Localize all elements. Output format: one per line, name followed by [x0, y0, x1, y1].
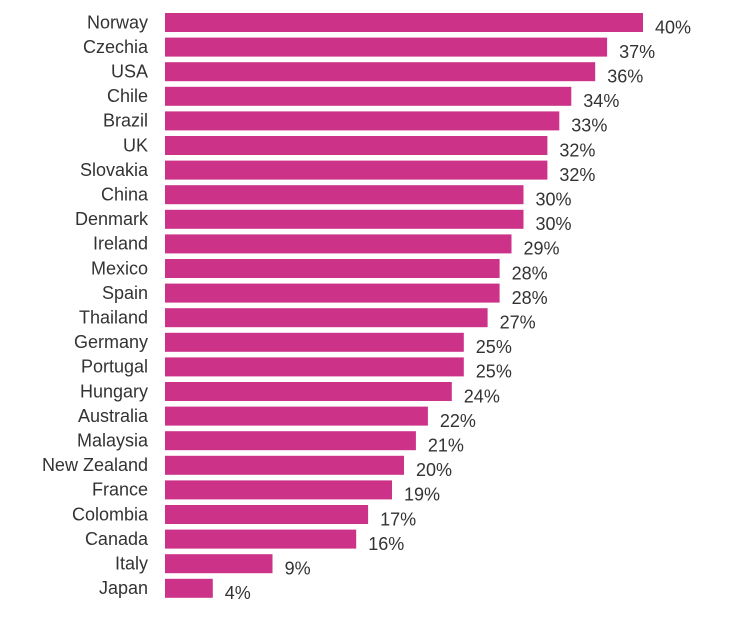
- value-label: 9%: [285, 558, 311, 578]
- bar-norway: [165, 13, 643, 32]
- category-label: Portugal: [81, 357, 148, 377]
- bar-spain: [165, 283, 500, 303]
- value-label: 27%: [500, 312, 536, 332]
- bar-france: [165, 480, 392, 500]
- value-label: 4%: [225, 583, 251, 603]
- value-label: 24%: [464, 386, 500, 406]
- value-label: 32%: [559, 165, 595, 185]
- bar-slovakia: [165, 160, 548, 180]
- category-label: Spain: [102, 283, 148, 303]
- bar-australia: [165, 406, 428, 426]
- category-label: Australia: [78, 406, 149, 426]
- bar-japan: [165, 578, 213, 598]
- bar-usa: [165, 62, 596, 82]
- bar-china: [165, 185, 524, 205]
- category-label: France: [92, 480, 148, 500]
- category-label: Chile: [107, 86, 148, 106]
- category-label: Mexico: [91, 258, 148, 278]
- category-label: USA: [111, 61, 148, 81]
- value-label: 37%: [619, 42, 655, 62]
- bar-canada: [165, 529, 357, 549]
- category-label: UK: [123, 135, 148, 155]
- category-label: Malaysia: [77, 430, 149, 450]
- value-label: 40%: [655, 17, 691, 37]
- category-label: Italy: [115, 553, 148, 573]
- value-label: 25%: [476, 362, 512, 382]
- value-label: 28%: [512, 263, 548, 283]
- value-label: 29%: [524, 239, 560, 259]
- category-label: Norway: [87, 12, 148, 32]
- value-label: 30%: [536, 189, 572, 209]
- bar-mexico: [165, 259, 500, 278]
- value-label: 36%: [607, 66, 643, 86]
- category-label: Germany: [74, 332, 148, 352]
- bar-denmark: [165, 209, 524, 229]
- bar-chile: [165, 86, 572, 106]
- value-label: 30%: [536, 214, 572, 234]
- value-label: 19%: [404, 485, 440, 505]
- value-label: 17%: [380, 509, 416, 529]
- category-label: Hungary: [80, 381, 148, 401]
- value-label: 21%: [428, 435, 464, 455]
- bar-hungary: [165, 382, 452, 401]
- category-label: Denmark: [75, 209, 149, 229]
- category-label: China: [101, 184, 149, 204]
- bar-malaysia: [165, 431, 416, 451]
- category-label: New Zealand: [42, 455, 148, 475]
- category-label: Czechia: [83, 37, 149, 57]
- category-label: Ireland: [93, 234, 148, 254]
- category-label: Canada: [85, 529, 149, 549]
- value-label: 32%: [559, 140, 595, 160]
- value-label: 22%: [440, 411, 476, 431]
- value-label: 20%: [416, 460, 452, 480]
- category-label: Colombia: [72, 504, 149, 524]
- value-label: 16%: [368, 534, 404, 554]
- bar-thailand: [165, 308, 488, 328]
- bar-portugal: [165, 357, 464, 377]
- category-label: Japan: [99, 578, 148, 598]
- bar-uk: [165, 136, 548, 155]
- bar-new-zealand: [165, 455, 404, 475]
- category-label: Brazil: [103, 111, 148, 131]
- category-label: Slovakia: [80, 160, 149, 180]
- category-label: Thailand: [79, 307, 148, 327]
- value-label: 34%: [583, 91, 619, 111]
- bar-czechia: [165, 37, 608, 57]
- bar-colombia: [165, 505, 369, 524]
- bar-brazil: [165, 111, 560, 131]
- value-label: 28%: [512, 288, 548, 308]
- value-label: 25%: [476, 337, 512, 357]
- bar-germany: [165, 332, 464, 352]
- value-label: 33%: [571, 116, 607, 136]
- bar-italy: [165, 554, 273, 574]
- bar-ireland: [165, 234, 512, 254]
